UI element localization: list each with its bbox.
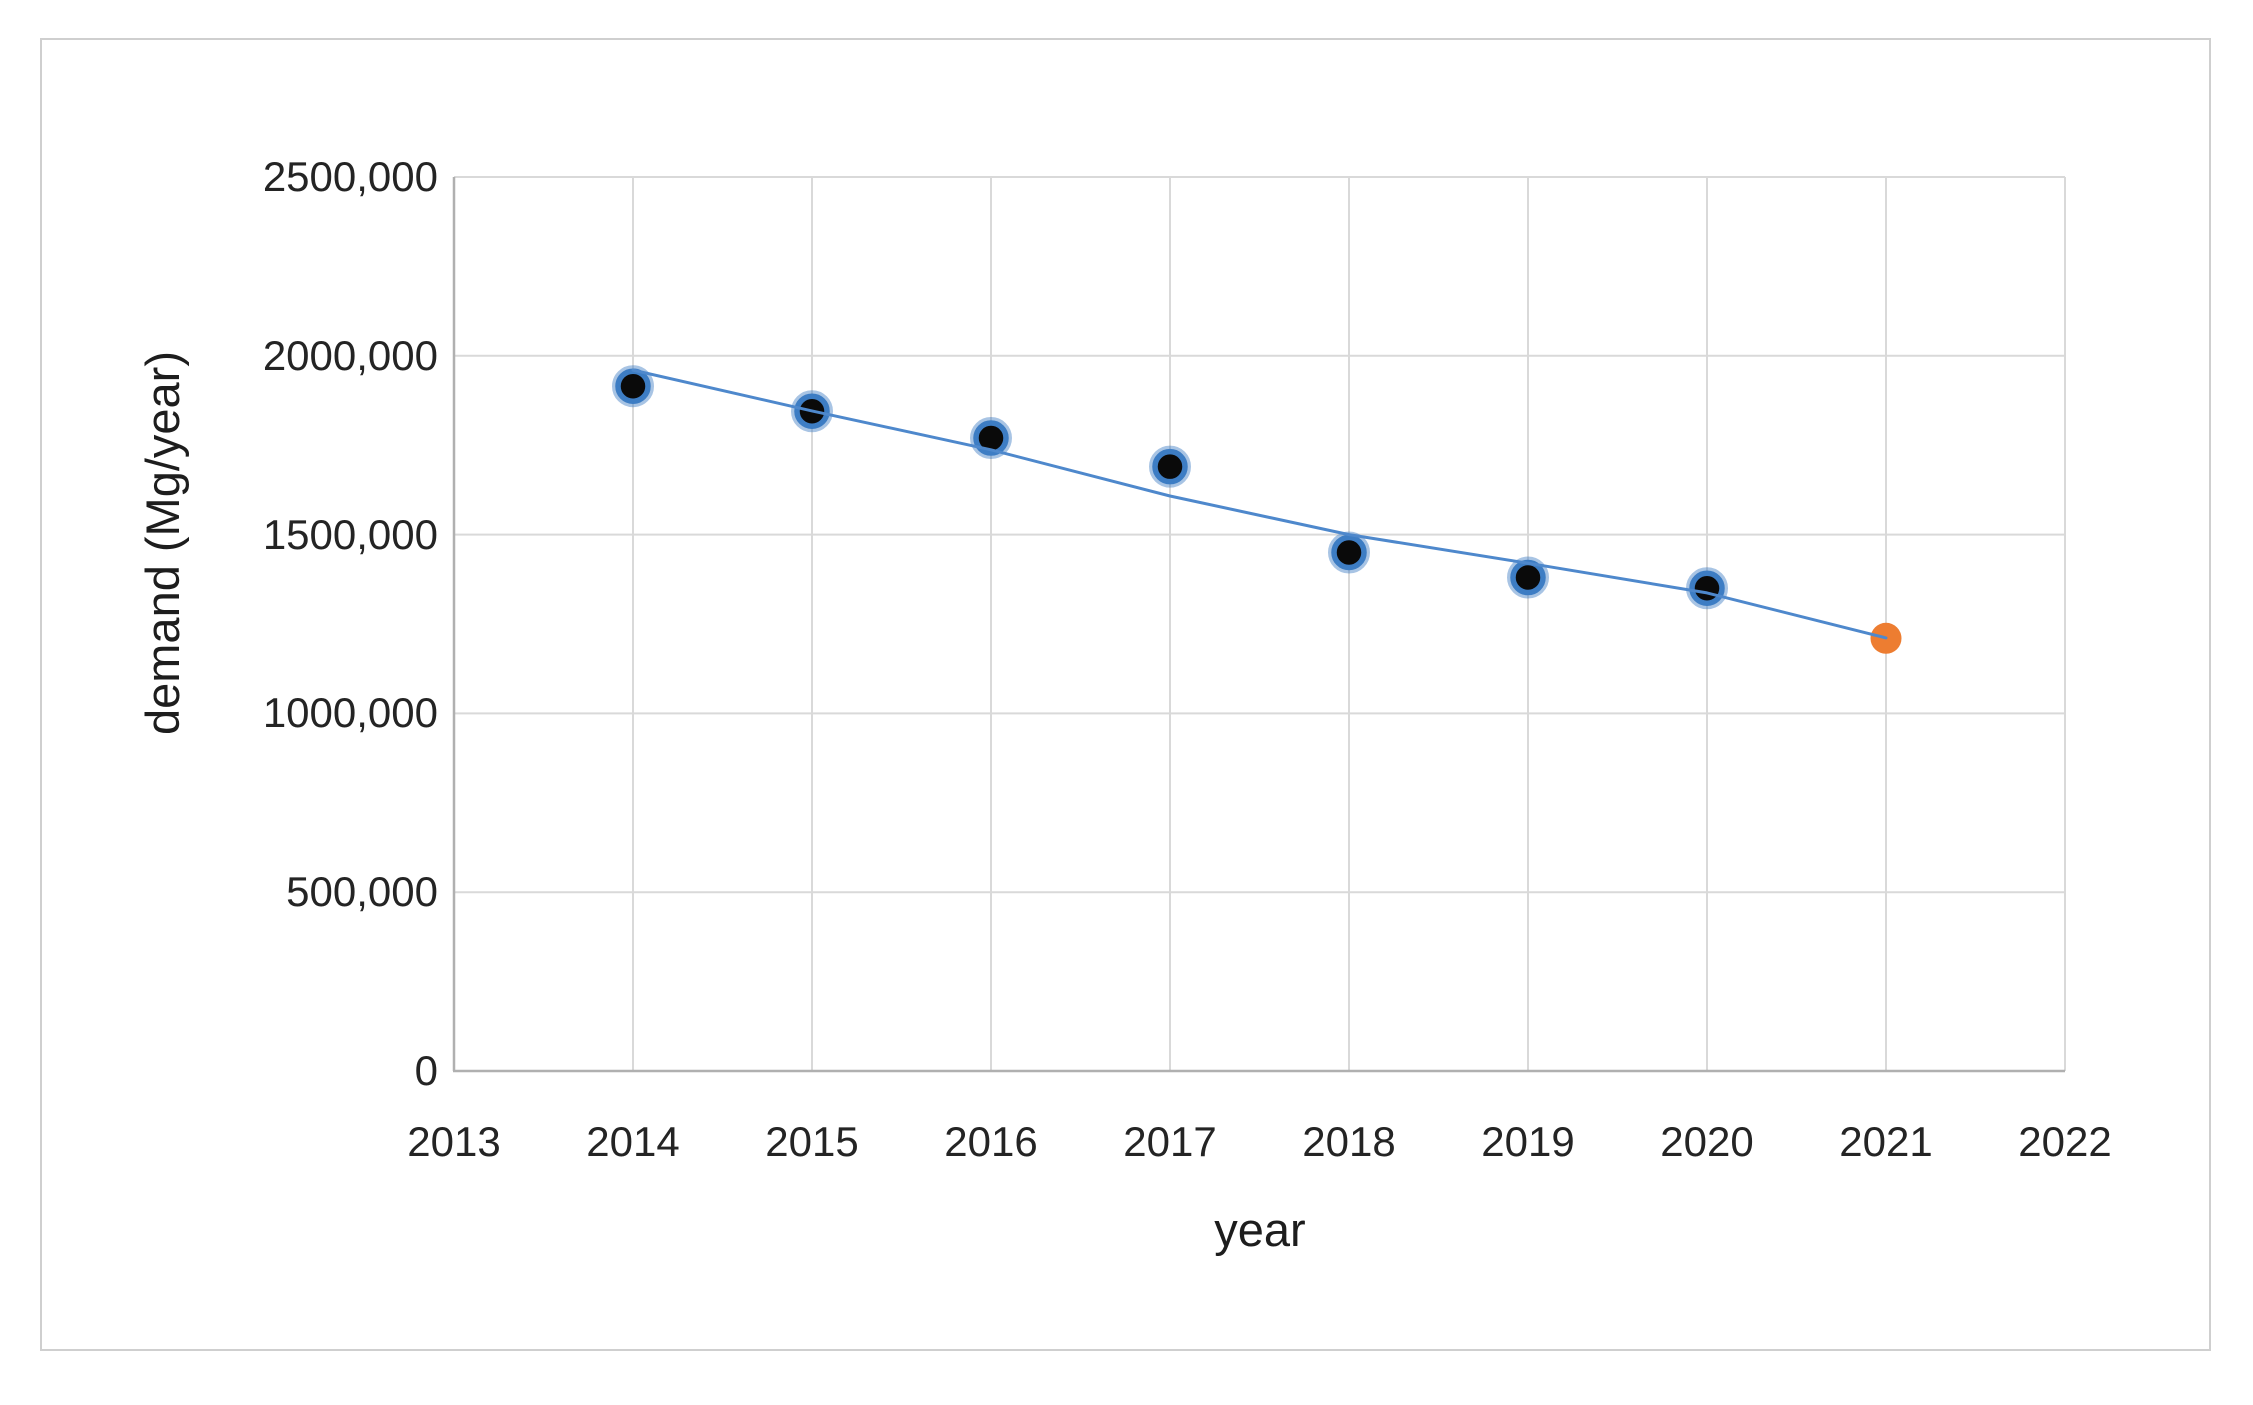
x-tick-label: 2021 — [1839, 1118, 1933, 1165]
trend-line — [631, 368, 1888, 640]
x-tick-label: 2019 — [1481, 1118, 1575, 1165]
data-point-glow — [1507, 556, 1549, 599]
x-axis-title: year — [1214, 1203, 1306, 1256]
data-point-glow — [1149, 445, 1191, 488]
data-point — [1331, 534, 1367, 571]
data-point — [1152, 448, 1188, 485]
y-tick-label: 500,000 — [286, 868, 438, 916]
x-tick-label: 2013 — [407, 1118, 501, 1165]
x-tick-label: 2020 — [1660, 1118, 1754, 1165]
x-tick-label: 2017 — [1123, 1118, 1217, 1165]
y-tick-label: 1000,000 — [262, 689, 438, 737]
x-tick-label: 2018 — [1302, 1118, 1396, 1165]
data-point — [1689, 570, 1725, 606]
data-point — [973, 420, 1009, 456]
data-point-glow — [612, 365, 654, 408]
x-tick-label: 2014 — [586, 1118, 680, 1165]
data-point-glow — [970, 417, 1012, 460]
x-tick-label: 2022 — [2018, 1118, 2112, 1165]
y-tick-label: 1500,000 — [262, 510, 438, 558]
y-axis-title: demand (Mg/year) — [136, 351, 189, 735]
data-point-glow — [1686, 567, 1728, 610]
x-tick-label: 2015 — [765, 1118, 859, 1165]
data-point-glow — [791, 390, 833, 433]
y-tick-label: 2500,000 — [262, 153, 438, 200]
data-point — [1510, 559, 1546, 596]
data-point — [615, 368, 651, 404]
y-tick-label: 2000,000 — [262, 331, 438, 379]
figure-border — [40, 38, 2211, 1351]
y-tick-label: 0 — [414, 1047, 438, 1094]
x-tick-label: 2016 — [944, 1118, 1038, 1165]
